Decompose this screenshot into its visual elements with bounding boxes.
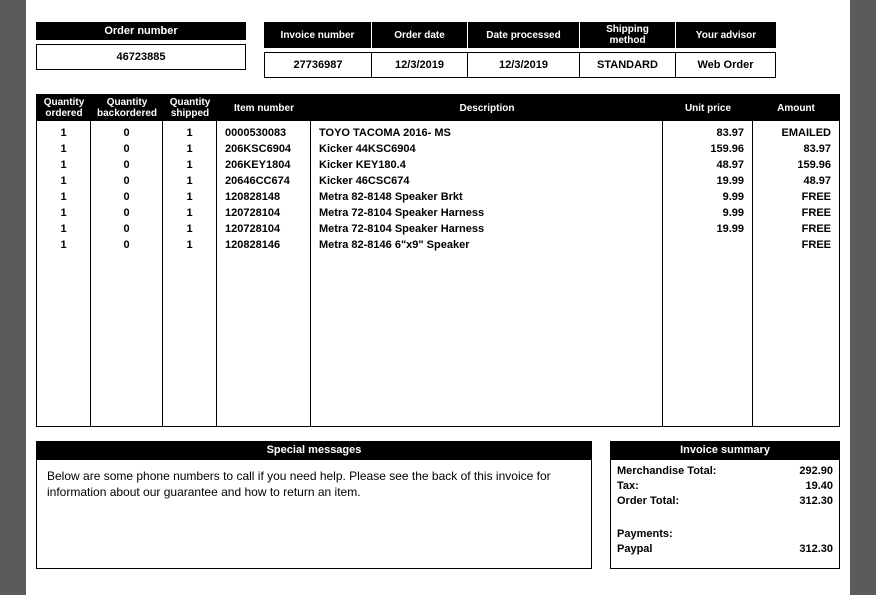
special-messages-header: Special messages: [36, 441, 592, 459]
cell-item-number: 20646CC674: [221, 173, 306, 189]
items-table-head: Quantityordered Quantitybackordered Quan…: [37, 95, 839, 121]
cell-qty-ordered: 1: [41, 221, 86, 237]
special-messages-box: Special messages Below are some phone nu…: [36, 441, 592, 569]
cell-qty-ordered: 1: [41, 157, 86, 173]
cell-qty-ordered: 1: [41, 125, 86, 141]
cell-qty-ordered: 1: [41, 141, 86, 157]
cell-unit-price: 48.97: [667, 157, 748, 173]
cell-qty-ordered: 1: [41, 189, 86, 205]
summary-line: Tax:19.40: [617, 479, 833, 494]
cell-unit-price: 9.99: [667, 205, 748, 221]
invoice-info-td: 12/3/2019: [372, 52, 468, 78]
cell-unit-price: 159.96: [667, 141, 748, 157]
invoice-info-th: Your advisor: [676, 22, 776, 48]
invoice-info-td: 12/3/2019: [468, 52, 580, 78]
th-description: Description: [311, 95, 663, 121]
cell-amount: 83.97: [757, 141, 835, 157]
cell-qty-backordered: 0: [95, 189, 158, 205]
cell-item-number: 120828146: [221, 237, 306, 253]
cell-description: TOYO TACOMA 2016- MS: [315, 125, 658, 141]
cell-qty-shipped: 1: [167, 157, 212, 173]
cell-qty-backordered: 0: [95, 157, 158, 173]
cell-amount: 159.96: [757, 157, 835, 173]
cell-item-number: 206KSC6904: [221, 141, 306, 157]
invoice-info-td: 27736987: [264, 52, 372, 78]
items-table: Quantityordered Quantitybackordered Quan…: [36, 94, 840, 427]
cell-amount: FREE: [757, 205, 835, 221]
summary-line: Order Total:312.30: [617, 494, 833, 509]
cell-item-number: 120828148: [221, 189, 306, 205]
th-item-number: Item number: [217, 95, 311, 121]
cell-qty-backordered: 0: [95, 141, 158, 157]
cell-unit-price: 19.99: [667, 221, 748, 237]
invoice-info-box: Invoice numberOrder dateDate processedSh…: [264, 22, 840, 78]
items-table-body: 11111111 00000000 11111111 0000530083206…: [37, 121, 839, 426]
cell-item-number: 206KEY1804: [221, 157, 306, 173]
cell-qty-ordered: 1: [41, 237, 86, 253]
cell-qty-ordered: 1: [41, 173, 86, 189]
cell-description: Kicker 46CSC674: [315, 173, 658, 189]
cell-item-number: 0000530083: [221, 125, 306, 141]
cell-amount: 48.97: [757, 173, 835, 189]
cell-qty-backordered: 0: [95, 205, 158, 221]
summary-payment: Paypal312.30: [617, 542, 833, 557]
cell-item-number: 120728104: [221, 221, 306, 237]
cell-qty-backordered: 0: [95, 173, 158, 189]
th-qty-backordered: Quantitybackordered: [91, 95, 163, 121]
order-number-box: Order number 46723885: [36, 22, 246, 70]
cell-qty-backordered: 0: [95, 221, 158, 237]
cell-qty-shipped: 1: [167, 125, 212, 141]
cell-qty-ordered: 1: [41, 205, 86, 221]
invoice-summary-box: Invoice summary Merchandise Total:292.90…: [610, 441, 840, 569]
bottom-row: Special messages Below are some phone nu…: [36, 441, 840, 569]
cell-qty-shipped: 1: [167, 141, 212, 157]
invoice-info-th: Invoice number: [264, 22, 372, 48]
invoice-info-th: Shippingmethod: [580, 22, 676, 48]
invoice-info-td: Web Order: [676, 52, 776, 78]
cell-unit-price: 9.99: [667, 189, 748, 205]
cell-unit-price: 19.99: [667, 173, 748, 189]
order-number-value: 46723885: [36, 44, 246, 70]
cell-qty-shipped: 1: [167, 173, 212, 189]
th-unit-price: Unit price: [663, 95, 753, 121]
invoice-info-td: STANDARD: [580, 52, 676, 78]
cell-description: Kicker KEY180.4: [315, 157, 658, 173]
cell-description: Metra 82-8146 6"x9" Speaker: [315, 237, 658, 253]
special-messages-body: Below are some phone numbers to call if …: [36, 459, 592, 569]
cell-qty-shipped: 1: [167, 221, 212, 237]
top-row: Order number 46723885 Invoice numberOrde…: [36, 22, 840, 78]
cell-description: Metra 72-8104 Speaker Harness: [315, 205, 658, 221]
summary-payments-label: Payments:: [617, 527, 833, 542]
cell-amount: FREE: [757, 237, 835, 253]
th-qty-ordered: Quantityordered: [37, 95, 91, 121]
invoice-summary-body: Merchandise Total:292.90Tax:19.40Order T…: [610, 459, 840, 569]
cell-unit-price: 83.97: [667, 125, 748, 141]
cell-qty-backordered: 0: [95, 237, 158, 253]
summary-line: Merchandise Total:292.90: [617, 464, 833, 479]
th-qty-shipped: Quantityshipped: [163, 95, 217, 121]
cell-amount: FREE: [757, 221, 835, 237]
cell-item-number: 120728104: [221, 205, 306, 221]
invoice-info-th: Date processed: [468, 22, 580, 48]
order-number-header: Order number: [36, 22, 246, 40]
cell-qty-shipped: 1: [167, 189, 212, 205]
th-amount: Amount: [753, 95, 839, 121]
cell-qty-shipped: 1: [167, 205, 212, 221]
cell-description: Metra 82-8148 Speaker Brkt: [315, 189, 658, 205]
cell-amount: FREE: [757, 189, 835, 205]
cell-qty-shipped: 1: [167, 237, 212, 253]
invoice-summary-header: Invoice summary: [610, 441, 840, 459]
invoice-page: Order number 46723885 Invoice numberOrde…: [26, 0, 850, 595]
cell-description: Metra 72-8104 Speaker Harness: [315, 221, 658, 237]
invoice-info-th: Order date: [372, 22, 468, 48]
cell-amount: EMAILED: [757, 125, 835, 141]
cell-description: Kicker 44KSC6904: [315, 141, 658, 157]
cell-qty-backordered: 0: [95, 125, 158, 141]
